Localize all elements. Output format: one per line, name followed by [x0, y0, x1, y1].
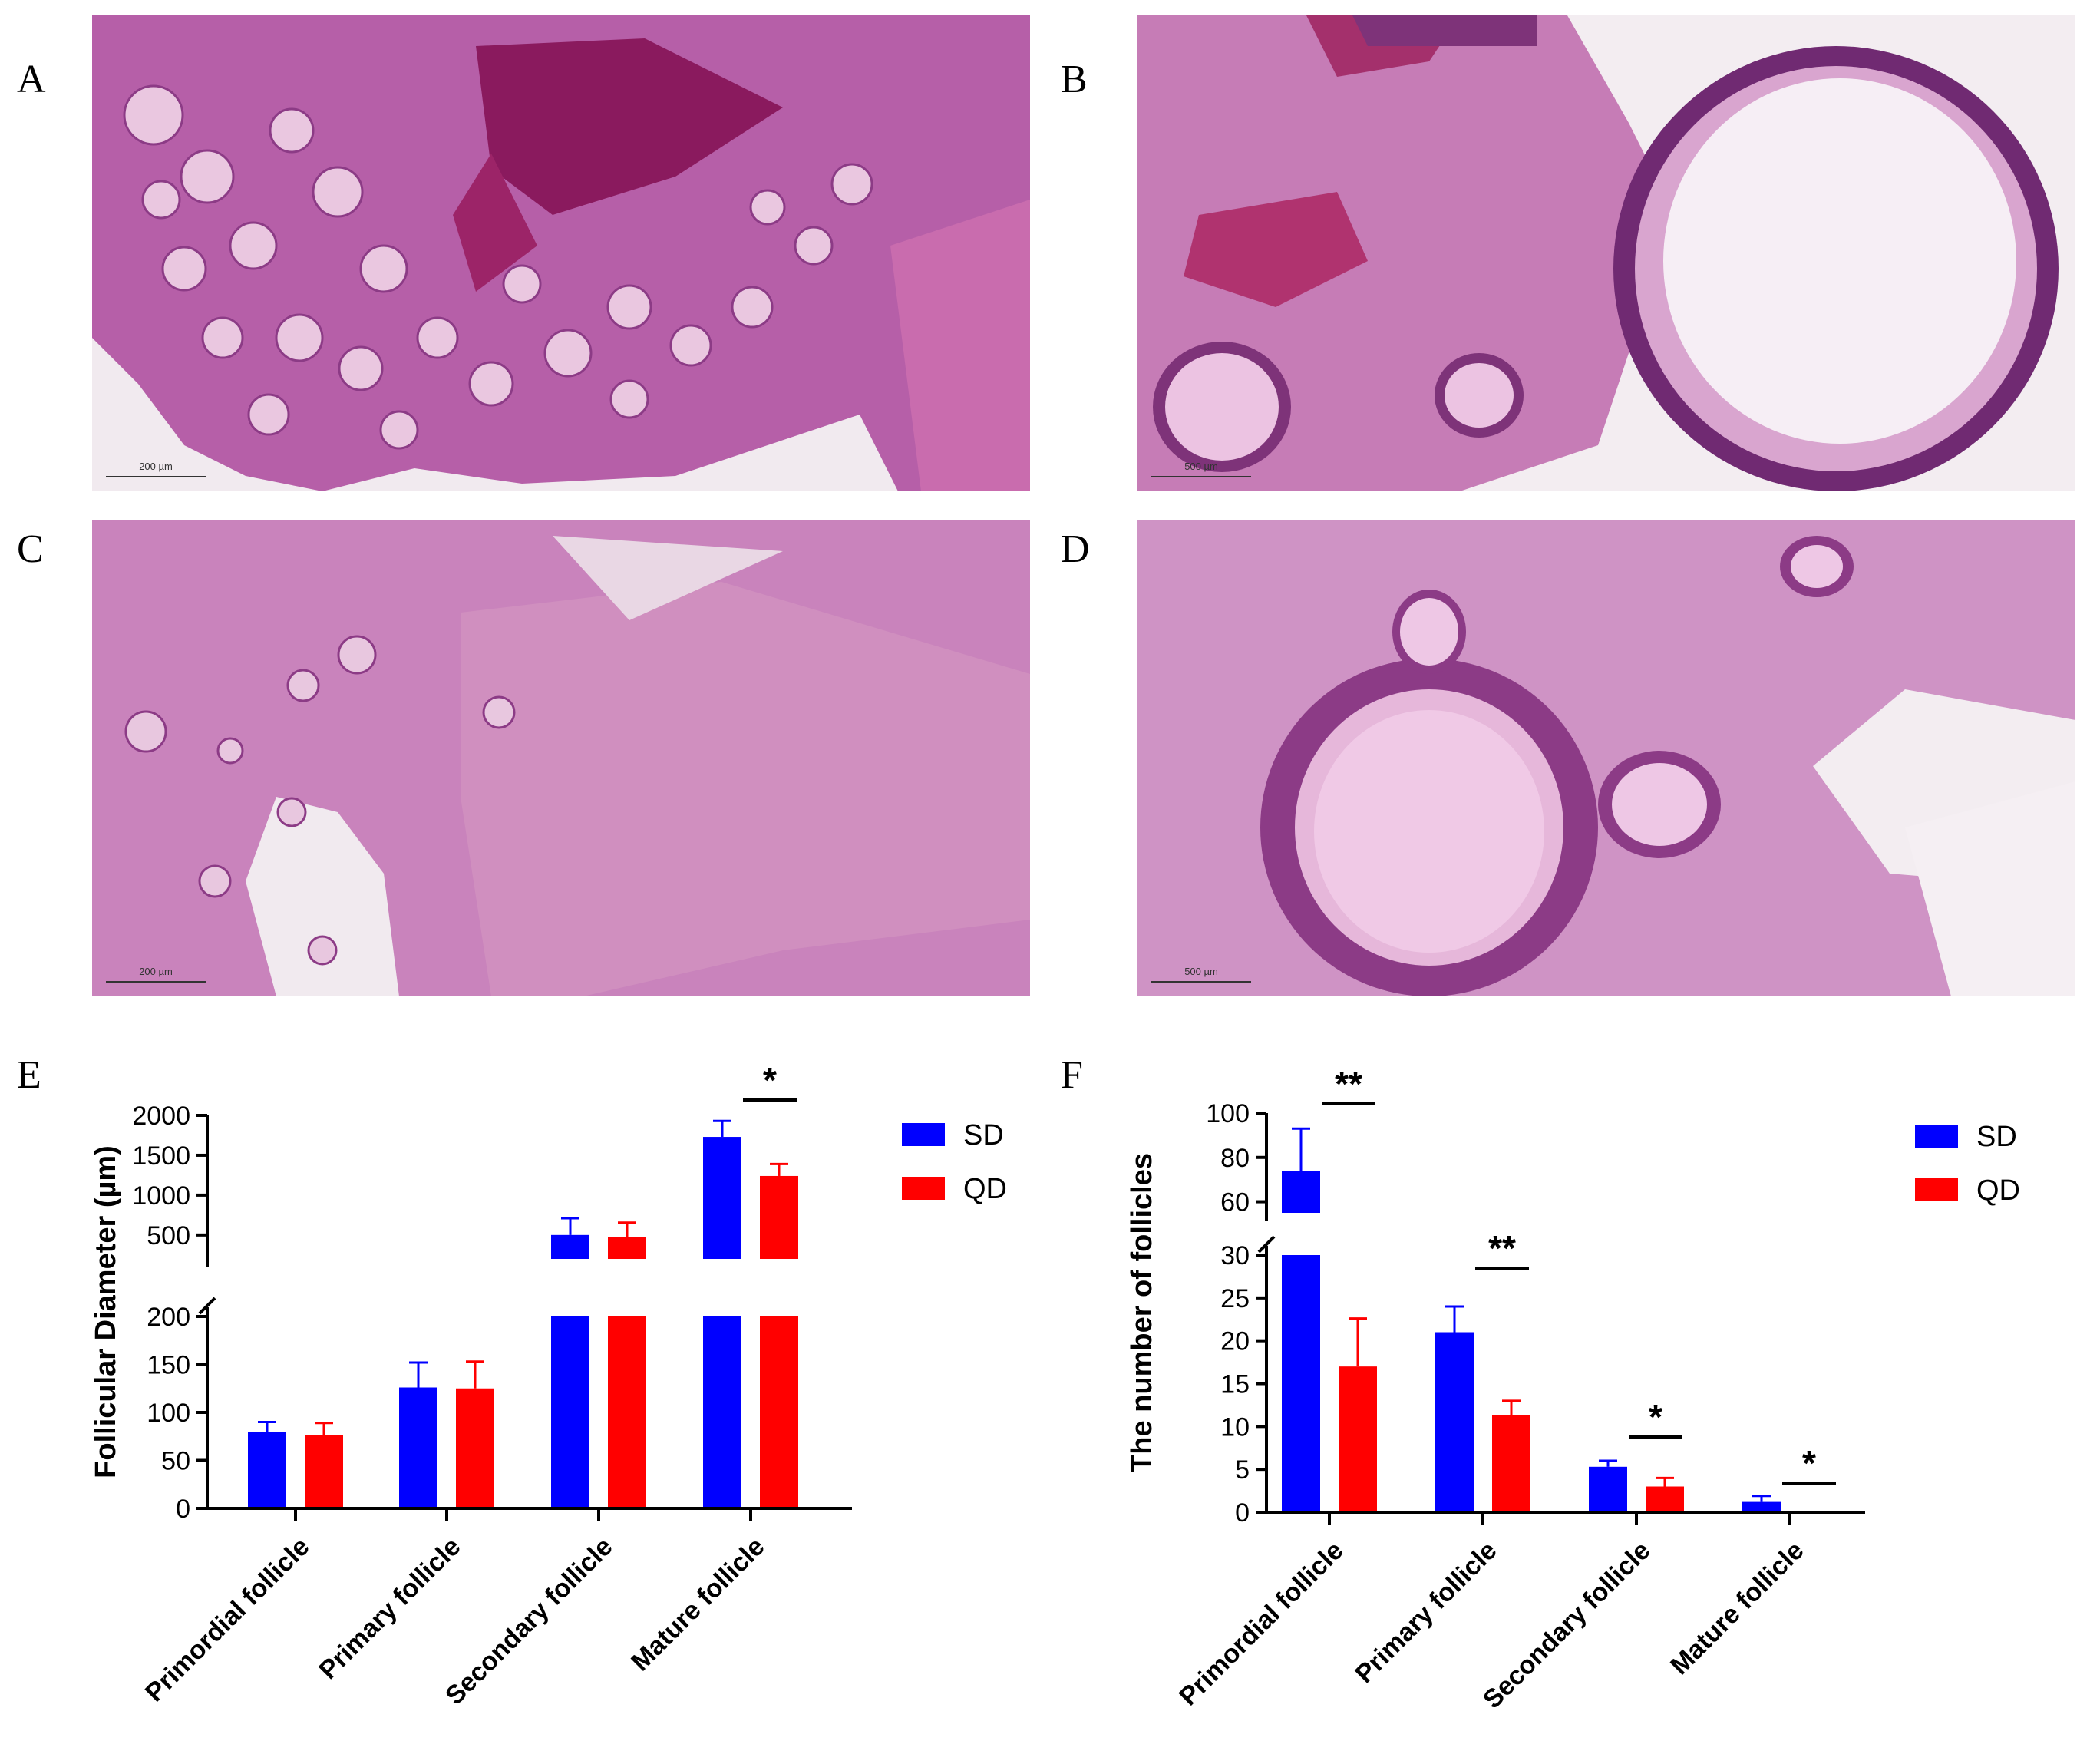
legend-label-sd: SD: [963, 1119, 1004, 1151]
scale-bar-a: 200 µm: [106, 461, 206, 481]
y-tick-label: 100: [1206, 1099, 1250, 1128]
x-tick-label: Secondary follicle: [1478, 1536, 1656, 1715]
y-tick-label: 150: [147, 1351, 190, 1380]
micrograph-a-image: [92, 15, 1030, 491]
scale-bar-b: 500 µm: [1151, 461, 1251, 481]
significance-marker: **: [1488, 1228, 1516, 1268]
scale-bar-b-label: 500 µm: [1184, 461, 1218, 472]
y-tick-label: 80: [1220, 1144, 1250, 1173]
y-tick-label: 15: [1220, 1370, 1250, 1399]
panel-letter-a: A: [17, 58, 46, 101]
x-tick-label: Primary follicle: [313, 1532, 466, 1685]
micrograph-a: 200 µm: [92, 15, 1030, 491]
bar-sd-0-lower: [1282, 1255, 1320, 1512]
chart-f: 0 5 10 15 20 25 30 60 80 100 Primordial follicle Pr…: [1128, 1059, 2088, 1750]
significance-marker: *: [1802, 1443, 1816, 1483]
panel-letter-f: F: [1061, 1053, 1083, 1097]
y-tick-label: 30: [1220, 1241, 1250, 1270]
micrograph-d-image: [1138, 520, 2075, 996]
legend-label-qd: QD: [963, 1173, 1007, 1205]
y-tick-label: 2000: [132, 1102, 190, 1131]
micrograph-c-image: [92, 520, 1030, 996]
y-axis-label: The number of follicles: [1128, 1153, 1158, 1472]
y-tick-label: 5: [1235, 1455, 1250, 1485]
axis-break-mark: [1257, 1235, 1276, 1254]
bar-sd-2-upper: [551, 1234, 589, 1259]
bar-sd-1: [1435, 1332, 1474, 1512]
y-tick-label: 0: [176, 1495, 190, 1524]
y-tick-label: 100: [147, 1399, 190, 1428]
y-tick-label: 1500: [132, 1141, 190, 1171]
bar-sd-0: [248, 1432, 286, 1508]
legend-label-qd: QD: [1976, 1174, 2020, 1207]
y-tick-label: 200: [147, 1303, 190, 1332]
bar-sd-2: [1589, 1466, 1627, 1512]
bar-qd-2-upper: [608, 1237, 646, 1259]
chart-f-svg: 0 5 10 15 20 25 30 60 80 100 Primordial follicle Pr…: [1128, 1064, 2020, 1715]
y-tick-label: 25: [1220, 1284, 1250, 1313]
bar-qd-2-lower: [608, 1316, 646, 1508]
y-tick-label: 10: [1220, 1412, 1250, 1442]
legend-swatch-sd: [902, 1123, 945, 1146]
micrograph-d: 500 µm: [1138, 520, 2075, 996]
scale-bar-c-label: 200 µm: [139, 966, 173, 977]
bar-qd-3-lower: [760, 1316, 798, 1508]
x-tick-label: Mature follicle: [626, 1532, 771, 1677]
y-tick-label: 0: [1235, 1498, 1250, 1528]
y-tick-label: 1000: [132, 1181, 190, 1211]
legend-swatch-qd: [1915, 1178, 1958, 1201]
significance-marker: *: [763, 1060, 777, 1100]
panel-letter-c: C: [17, 527, 44, 571]
bar-qd-0: [1339, 1366, 1377, 1512]
significance-marker: **: [1335, 1064, 1362, 1104]
bar-qd-2: [1646, 1486, 1684, 1512]
x-tick-label: Primary follicle: [1349, 1536, 1502, 1689]
bar-sd-3-lower: [703, 1316, 741, 1508]
scale-bar-a-label: 200 µm: [139, 461, 173, 472]
legend-swatch-qd: [902, 1177, 945, 1200]
x-tick-label: Secondary follicle: [440, 1532, 619, 1711]
bar-sd-2-lower: [551, 1316, 589, 1508]
y-tick-label: 60: [1220, 1188, 1250, 1217]
micrograph-b: 500 µm: [1138, 15, 2075, 491]
panel-letter-d: D: [1061, 527, 1090, 571]
significance-marker: *: [1649, 1397, 1663, 1437]
scale-bar-c: 200 µm: [106, 966, 206, 986]
bar-qd-0: [305, 1435, 343, 1508]
axis-break-mark: [198, 1297, 216, 1315]
chart-e-svg: 0 50 100 150 200 500 1000 1500 2000 Primordial fo…: [90, 1060, 1007, 1711]
y-axis-label: Follicular Diameter (µm): [90, 1145, 122, 1478]
y-tick-label: 50: [161, 1447, 190, 1476]
x-tick-label: Primordial follicle: [1174, 1536, 1349, 1712]
bar-qd-3-upper: [760, 1175, 798, 1259]
panel-letter-b: B: [1061, 58, 1088, 101]
x-tick-label: Mature follicle: [1665, 1536, 1810, 1681]
bar-qd-1: [1492, 1415, 1530, 1512]
panel-letter-e: E: [17, 1053, 41, 1097]
legend-label-sd: SD: [1976, 1121, 2017, 1153]
bar-qd-1: [456, 1388, 494, 1508]
chart-e: 0 50 100 150 200 500 1000 1500 2000 Primordial fo…: [84, 1059, 1052, 1750]
bar-sd-1: [399, 1387, 438, 1508]
bar-sd-0-upper: [1282, 1171, 1320, 1213]
legend-swatch-sd: [1915, 1125, 1958, 1148]
bar-sd-3: [1742, 1501, 1781, 1512]
x-tick-label: Primordial follicle: [140, 1532, 315, 1708]
scale-bar-d-label: 500 µm: [1184, 966, 1218, 977]
micrograph-c: 200 µm: [92, 520, 1030, 996]
bar-sd-3-upper: [703, 1137, 741, 1259]
y-tick-label: 500: [147, 1221, 190, 1250]
micrograph-b-image: [1138, 15, 2075, 491]
y-tick-label: 20: [1220, 1327, 1250, 1356]
scale-bar-d: 500 µm: [1151, 966, 1251, 986]
